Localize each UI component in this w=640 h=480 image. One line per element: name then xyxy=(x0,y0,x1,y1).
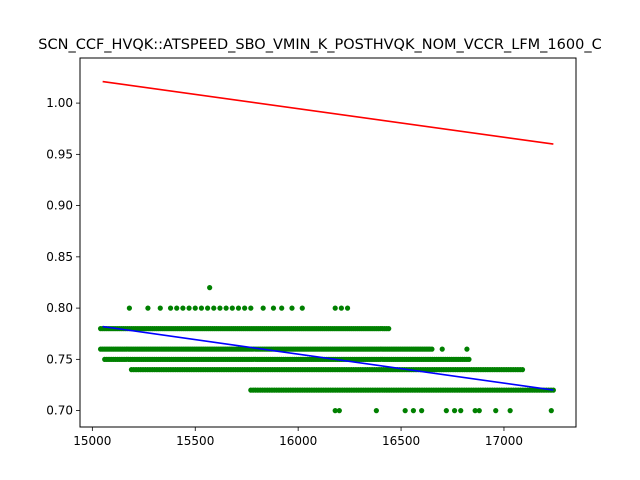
data-point xyxy=(270,305,277,311)
data-point xyxy=(451,408,458,414)
data-point xyxy=(550,387,556,393)
data-point xyxy=(464,346,470,352)
x-tick-label: 16500 xyxy=(382,434,420,448)
data-point xyxy=(336,408,342,414)
data-point xyxy=(373,408,379,414)
data-point xyxy=(332,305,338,311)
data-point xyxy=(443,408,449,414)
data-point xyxy=(126,305,132,311)
data-point xyxy=(192,305,198,311)
x-tick-label: 15500 xyxy=(176,434,214,448)
data-point xyxy=(332,408,338,414)
data-point xyxy=(260,305,266,311)
data-point xyxy=(507,408,513,414)
data-point xyxy=(419,408,425,414)
data-point xyxy=(493,408,499,414)
y-tick-label: 0.80 xyxy=(46,301,73,315)
fit-line xyxy=(102,325,554,391)
data-point xyxy=(207,285,213,291)
y-tick-label: 0.70 xyxy=(46,404,73,418)
data-point xyxy=(157,305,163,311)
data-point xyxy=(217,305,223,311)
data-point xyxy=(439,346,445,352)
data-point xyxy=(198,305,205,311)
y-tick-label: 0.85 xyxy=(46,250,73,264)
x-tick-label: 17000 xyxy=(485,434,523,448)
x-tick-label: 16000 xyxy=(279,434,317,448)
x-axis: 15000 15500 16000 16500 17000 xyxy=(73,427,523,448)
data-point xyxy=(519,367,526,373)
y-tick-label: 1.00 xyxy=(46,96,73,110)
data-point xyxy=(205,305,211,311)
data-point xyxy=(472,408,478,414)
data-point xyxy=(211,305,217,311)
data-point xyxy=(145,305,151,311)
y-tick-label: 0.75 xyxy=(46,352,73,366)
data-point xyxy=(386,326,392,332)
data-point xyxy=(167,305,174,311)
data-point xyxy=(548,408,554,414)
data-point xyxy=(338,305,344,311)
data-point xyxy=(242,305,248,311)
plot-frame xyxy=(79,57,577,428)
data-point xyxy=(235,305,242,311)
data-point xyxy=(180,305,186,311)
data-point xyxy=(429,346,435,352)
data-point xyxy=(299,305,305,311)
trend-lines xyxy=(102,80,554,391)
data-point xyxy=(223,305,229,311)
y-tick-label: 0.95 xyxy=(46,147,73,161)
upper-line xyxy=(102,80,554,145)
data-point xyxy=(174,305,180,311)
data-point xyxy=(279,305,285,311)
data-point xyxy=(402,408,408,414)
data-point xyxy=(289,305,295,311)
y-axis: 0.70 0.75 0.80 0.85 0.90 0.95 1.00 xyxy=(46,96,80,418)
data-point xyxy=(476,408,482,414)
data-point xyxy=(344,305,351,311)
data-points xyxy=(97,285,556,414)
data-point xyxy=(466,356,472,362)
data-point xyxy=(229,305,235,311)
y-tick-label: 0.90 xyxy=(46,199,73,213)
chart-title: SCN_CCF_HVQK::ATSPEED_SBO_VMIN_K_POSTHVQ… xyxy=(38,37,601,53)
data-point xyxy=(186,305,192,311)
data-point xyxy=(458,408,464,414)
data-point xyxy=(248,305,254,311)
data-point xyxy=(410,408,417,414)
x-tick-label: 15000 xyxy=(73,434,111,448)
